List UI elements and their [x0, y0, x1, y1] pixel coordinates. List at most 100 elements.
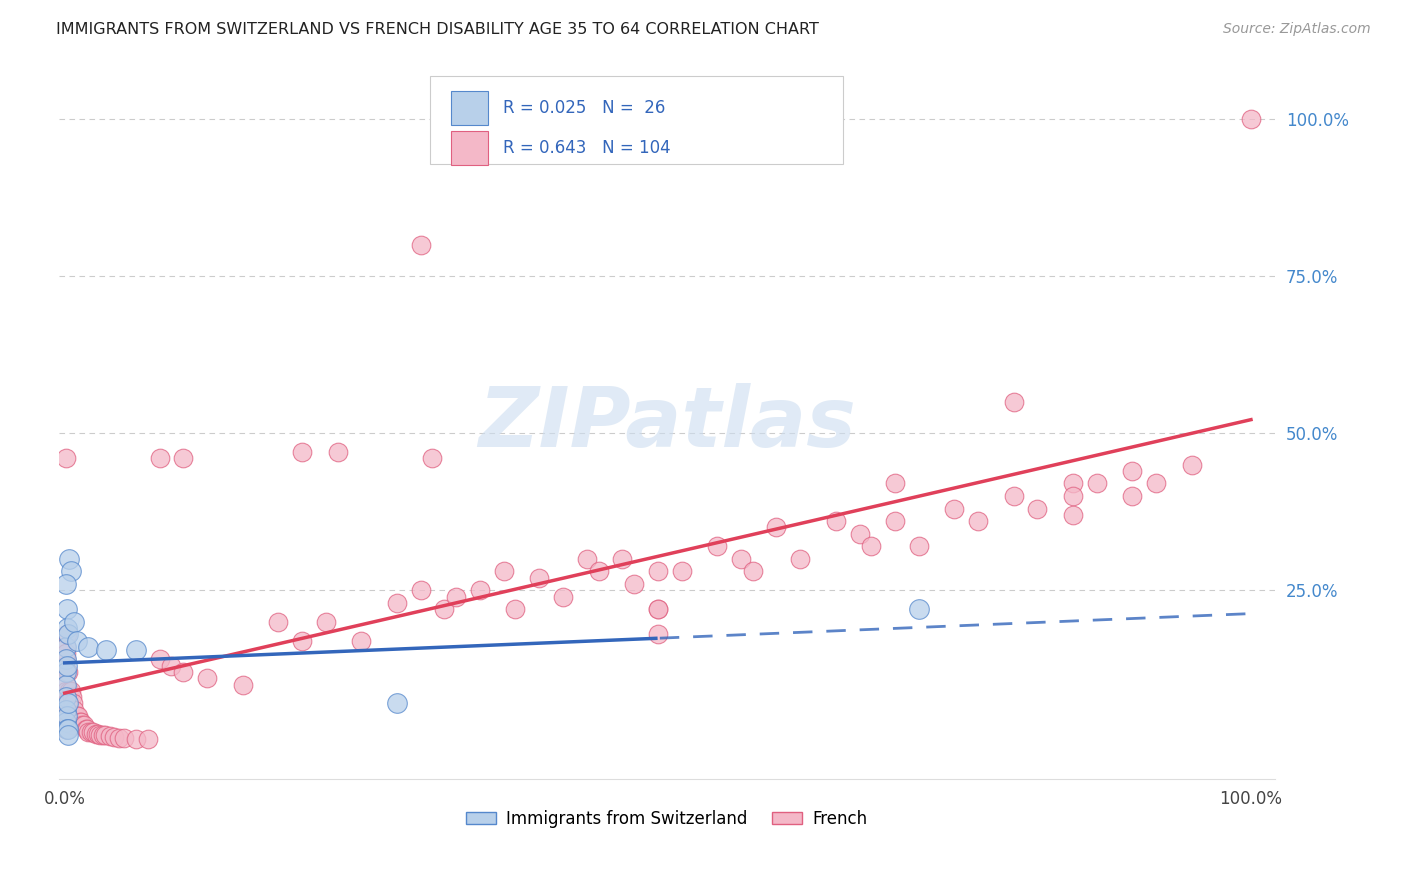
Point: [58, 552, 80, 566]
Point: [56, 715, 79, 730]
Point: [94, 728, 117, 742]
Point: [55, 703, 77, 717]
Point: [884, 514, 907, 528]
Point: [907, 602, 929, 616]
Point: [1062, 489, 1084, 503]
Point: [1002, 489, 1025, 503]
Point: [56, 627, 79, 641]
Point: [160, 658, 183, 673]
Point: [789, 552, 811, 566]
Point: [505, 602, 527, 616]
Point: [59, 715, 82, 730]
Point: [967, 514, 990, 528]
Point: [75, 722, 97, 736]
Point: [706, 539, 728, 553]
Point: [433, 602, 456, 616]
FancyBboxPatch shape: [451, 131, 488, 166]
Point: [55, 640, 77, 654]
Point: [172, 451, 194, 466]
Point: [58, 722, 80, 736]
Point: [730, 552, 752, 566]
Point: [1062, 476, 1084, 491]
Point: [55, 640, 77, 654]
FancyBboxPatch shape: [430, 76, 844, 164]
Point: [65, 633, 87, 648]
Point: [58, 665, 80, 679]
Point: [385, 697, 408, 711]
Text: ZIPatlas: ZIPatlas: [478, 384, 856, 464]
Point: [56, 709, 79, 723]
Point: [55, 652, 77, 666]
Point: [55, 678, 77, 692]
Text: R = 0.025   N =  26: R = 0.025 N = 26: [502, 99, 665, 117]
Point: [647, 602, 669, 616]
Point: [72, 718, 94, 732]
Point: [76, 722, 98, 736]
Point: [884, 476, 907, 491]
Text: R = 0.643   N = 104: R = 0.643 N = 104: [502, 139, 671, 158]
Point: [108, 731, 131, 745]
Point: [56, 602, 79, 616]
Point: [112, 731, 135, 745]
Point: [55, 646, 77, 660]
Point: [326, 445, 349, 459]
Point: [612, 552, 634, 566]
Point: [55, 665, 77, 679]
Point: [59, 565, 82, 579]
Point: [1121, 489, 1143, 503]
Point: [62, 697, 84, 711]
Point: [84, 726, 107, 740]
Point: [72, 718, 94, 732]
FancyBboxPatch shape: [451, 91, 488, 125]
Legend: Immigrants from Switzerland, French: Immigrants from Switzerland, French: [460, 803, 875, 835]
Point: [551, 590, 574, 604]
Point: [82, 724, 104, 739]
Point: [60, 690, 83, 705]
Point: [1062, 508, 1084, 522]
Point: [1085, 476, 1108, 491]
Point: [58, 627, 80, 641]
Point: [422, 451, 444, 466]
Point: [55, 665, 77, 679]
Point: [55, 678, 77, 692]
Point: [315, 615, 337, 629]
Point: [96, 643, 118, 657]
Point: [60, 718, 83, 732]
Point: [671, 565, 693, 579]
Point: [63, 703, 86, 717]
Point: [148, 451, 170, 466]
Point: [66, 709, 89, 723]
Point: [103, 731, 125, 745]
Point: [55, 652, 77, 666]
Point: [65, 709, 87, 723]
Point: [647, 627, 669, 641]
Point: [125, 731, 148, 746]
Point: [647, 565, 669, 579]
Point: [55, 715, 77, 730]
Point: [80, 724, 103, 739]
Point: [647, 602, 669, 616]
Point: [55, 451, 77, 466]
Point: [55, 684, 77, 698]
Point: [1026, 501, 1049, 516]
Point: [56, 658, 79, 673]
Point: [55, 709, 77, 723]
Point: [136, 731, 159, 746]
Point: [55, 690, 77, 705]
Point: [741, 565, 763, 579]
Point: [575, 552, 598, 566]
Point: [58, 697, 80, 711]
Point: [1144, 476, 1167, 491]
Point: [58, 728, 80, 742]
Point: [91, 728, 114, 742]
Point: [59, 684, 82, 698]
Text: IMMIGRANTS FROM SWITZERLAND VS FRENCH DISABILITY AGE 35 TO 64 CORRELATION CHART: IMMIGRANTS FROM SWITZERLAND VS FRENCH DI…: [56, 22, 820, 37]
Point: [65, 709, 87, 723]
Point: [943, 501, 966, 516]
Point: [98, 729, 121, 743]
Point: [1002, 394, 1025, 409]
Point: [58, 715, 80, 730]
Point: [63, 615, 86, 629]
Point: [824, 514, 846, 528]
Point: [492, 565, 515, 579]
